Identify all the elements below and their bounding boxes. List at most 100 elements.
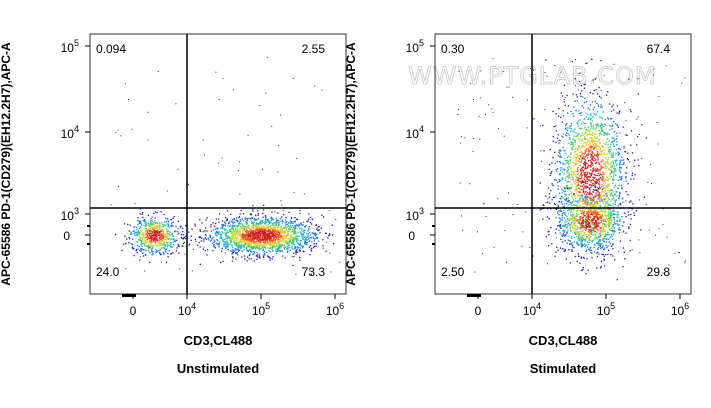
density-dot	[221, 231, 223, 233]
density-dot	[258, 229, 260, 231]
density-dot	[274, 247, 276, 249]
density-dot	[566, 175, 568, 177]
density-dot	[617, 211, 619, 213]
density-dot	[142, 233, 144, 235]
density-dot	[293, 255, 295, 258]
density-dot	[548, 196, 551, 198]
density-dot	[609, 175, 611, 177]
density-dot	[616, 112, 618, 114]
density-dot	[617, 126, 619, 128]
density-dot	[579, 175, 581, 177]
density-dot	[548, 245, 550, 247]
density-dot	[577, 160, 579, 162]
density-dot	[164, 250, 167, 252]
density-dot	[590, 126, 593, 128]
density-dot	[151, 249, 153, 252]
density-dot	[273, 228, 276, 230]
density-dot	[634, 174, 636, 176]
density-dot	[596, 102, 598, 105]
density-dot	[188, 244, 190, 246]
density-dot	[555, 168, 557, 171]
density-dot	[230, 230, 232, 232]
density-dot	[166, 246, 169, 248]
density-dot	[268, 256, 271, 258]
density-dot	[587, 211, 589, 213]
density-dot	[602, 171, 604, 174]
density-dot	[568, 203, 570, 206]
density-dot	[605, 234, 608, 236]
density-dot	[171, 234, 173, 236]
density-dot	[567, 172, 569, 174]
density-dot	[614, 223, 616, 225]
density-dot	[539, 182, 541, 184]
density-dot	[584, 202, 586, 204]
density-dot	[294, 225, 296, 227]
density-dot	[148, 234, 151, 236]
density-dot	[258, 253, 260, 255]
density-dot	[267, 233, 269, 235]
density-dot	[146, 229, 148, 231]
density-dot	[260, 240, 262, 242]
density-dot	[218, 99, 220, 100]
density-dot	[284, 232, 286, 234]
density-dot	[262, 209, 265, 211]
density-dot	[231, 228, 233, 230]
density-dot	[591, 134, 593, 136]
density-dot	[582, 237, 584, 239]
density-dot	[600, 177, 602, 179]
density-dot	[612, 248, 614, 250]
density-dot	[263, 241, 265, 244]
density-dot	[564, 163, 566, 165]
density-dot	[603, 134, 605, 136]
density-dot	[607, 184, 609, 186]
density-dot	[588, 229, 591, 231]
density-dot	[597, 190, 599, 192]
density-dot	[555, 179, 557, 181]
density-dot	[575, 204, 577, 207]
density-dot	[619, 168, 621, 170]
density-dot	[227, 231, 229, 234]
density-dot	[296, 239, 298, 241]
density-dot	[235, 258, 237, 260]
density-dot	[587, 192, 589, 194]
density-dot	[569, 219, 571, 221]
density-dot	[165, 261, 168, 264]
density-dot	[144, 232, 146, 234]
density-dot	[239, 241, 241, 243]
density-dot	[165, 244, 167, 246]
density-dot	[272, 233, 275, 236]
density-dot	[577, 195, 579, 197]
density-dot	[585, 101, 588, 103]
density-dot	[606, 246, 608, 249]
density-dot	[283, 232, 285, 234]
density-dot	[574, 163, 576, 165]
density-dot	[608, 226, 610, 229]
density-dot	[578, 213, 580, 215]
density-dot	[607, 204, 609, 206]
density-dot	[254, 245, 256, 247]
density-dot	[564, 157, 566, 159]
density-dot	[269, 232, 271, 234]
density-dot	[262, 243, 265, 245]
density-dot	[233, 229, 235, 231]
density-dot	[601, 190, 603, 192]
density-dot	[618, 195, 620, 198]
density-dot	[585, 187, 587, 189]
density-dot	[267, 237, 270, 239]
density-dot	[573, 224, 575, 226]
density-dot	[273, 235, 275, 237]
density-dot	[238, 230, 240, 232]
density-dot	[153, 226, 155, 229]
density-dot	[572, 209, 574, 211]
density-dot	[560, 169, 562, 171]
density-dot	[225, 234, 227, 236]
density-dot	[614, 221, 616, 223]
density-dot	[574, 153, 576, 155]
density-dot	[617, 224, 619, 226]
density-dot	[594, 209, 596, 211]
density-dot	[604, 238, 606, 240]
density-dot	[308, 226, 310, 228]
density-dot	[603, 214, 605, 217]
density-dot	[582, 189, 584, 191]
density-dot	[580, 242, 582, 245]
